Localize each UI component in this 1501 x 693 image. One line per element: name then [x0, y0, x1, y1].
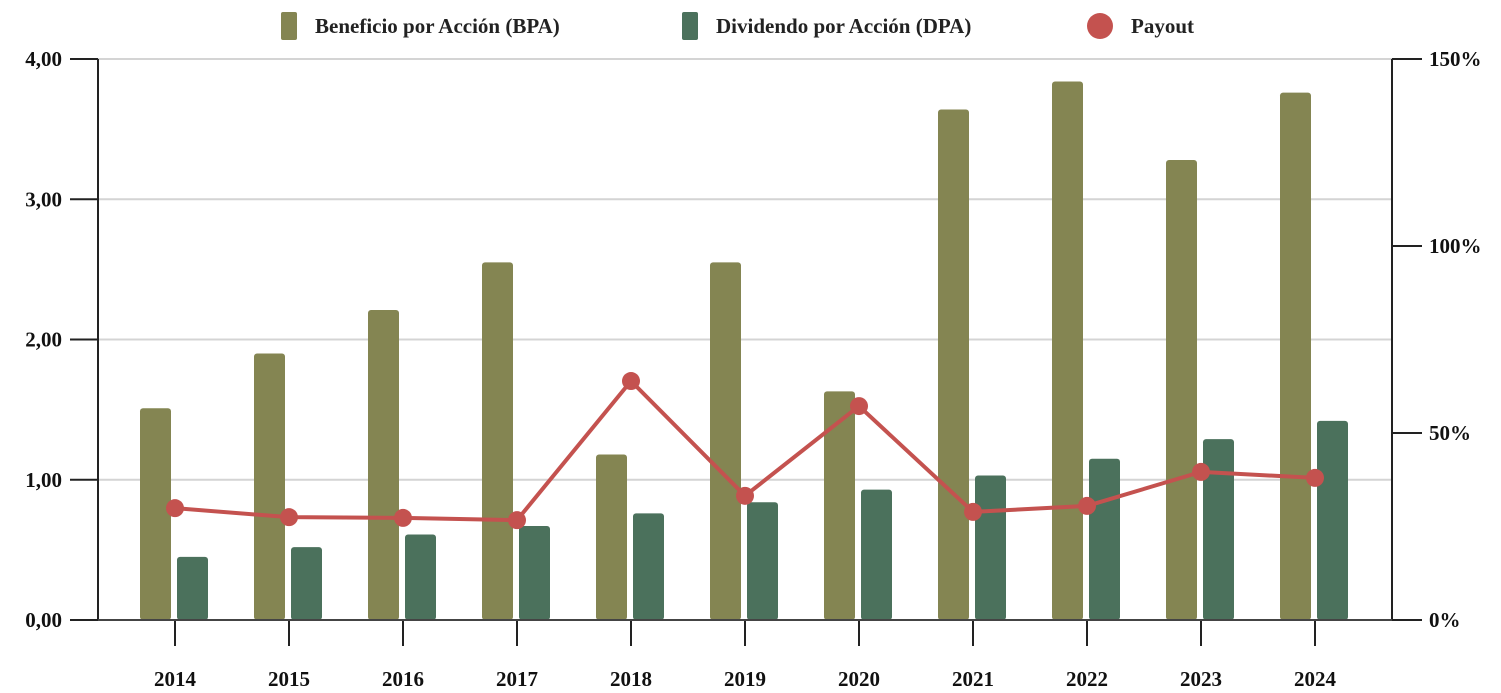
bars	[140, 81, 1348, 621]
bar-bpa	[254, 353, 285, 620]
bar-dpa	[177, 556, 208, 620]
legend-label-dpa: Dividendo por Acción (DPA)	[716, 13, 972, 38]
y-tick-label-right: 150%	[1429, 47, 1482, 71]
y-tick-label-right: 100%	[1429, 234, 1482, 258]
x-tick-label: 2023	[1180, 667, 1222, 691]
payout-point	[1192, 462, 1210, 481]
bar-dpa	[861, 489, 892, 620]
bar-dpa	[405, 534, 436, 620]
legend-item-payout[interactable]: Payout	[1087, 8, 1194, 44]
bar-bpa	[1166, 159, 1197, 621]
x-tick-label: 2015	[268, 667, 310, 691]
bar-bpa	[824, 391, 855, 620]
y-tick-label-right: 0%	[1429, 608, 1461, 632]
y-tick-label-left: 0,00	[25, 608, 62, 632]
x-tick-label: 2017	[496, 667, 538, 691]
y-tick-label-left: 1,00	[25, 468, 62, 492]
bar-bpa	[1280, 92, 1311, 620]
payout-point	[850, 397, 868, 416]
bar-bpa	[368, 310, 399, 620]
legend-label-bpa: Beneficio por Acción (BPA)	[315, 13, 560, 38]
payout-point	[1078, 496, 1096, 515]
payout-point	[964, 502, 982, 521]
bar-dpa	[1203, 439, 1234, 620]
x-tick-label: 2021	[952, 667, 994, 691]
bar-dpa	[291, 547, 322, 620]
legend-item-bpa[interactable]: Beneficio por Acción (BPA)	[281, 8, 560, 44]
gridlines	[98, 58, 1392, 481]
bar-dpa	[1089, 458, 1120, 620]
legend-label-payout: Payout	[1131, 13, 1194, 38]
bar-bpa	[482, 262, 513, 620]
legend-swatch-bpa	[281, 12, 297, 40]
legend-swatch-dpa	[682, 12, 698, 40]
x-tick-label: 2014	[154, 667, 197, 691]
x-tick-label: 2018	[610, 667, 652, 691]
payout-point	[166, 499, 184, 518]
payout-point	[736, 486, 754, 505]
bar-bpa	[938, 109, 969, 621]
bar-dpa	[633, 513, 664, 620]
bar-dpa	[975, 475, 1006, 620]
payout-point	[1306, 468, 1324, 487]
axes: 0,00 1,00 2,00 3,00 4,00 0% 50% 100% 150% 2014 201…	[25, 47, 1481, 691]
y-tick-label-left: 3,00	[25, 187, 62, 211]
y-tick-label-right: 50%	[1429, 421, 1471, 445]
legend-item-dpa[interactable]: Dividendo por Acción (DPA)	[682, 8, 971, 44]
payout-line-group	[166, 372, 1324, 530]
y-tick-label-left: 4,00	[25, 47, 62, 71]
bar-dpa	[747, 502, 778, 620]
payout-point	[622, 372, 640, 391]
bar-bpa	[1052, 81, 1083, 620]
bar-bpa	[710, 262, 741, 620]
x-tick-label: 2024	[1294, 667, 1337, 691]
payout-point	[394, 508, 412, 527]
y-tick-label-left: 2,00	[25, 328, 62, 352]
x-tick-label: 2019	[724, 667, 766, 691]
legend-dot-payout	[1087, 13, 1113, 39]
x-tick-label: 2016	[382, 667, 424, 691]
bar-bpa	[596, 454, 627, 620]
bar-bpa	[140, 408, 171, 620]
x-tick-label: 2022	[1066, 667, 1108, 691]
payout-point	[280, 508, 298, 527]
legend: Beneficio por Acción (BPA) Dividendo por…	[0, 8, 1501, 44]
payout-point	[508, 511, 526, 530]
bar-dpa	[1317, 420, 1348, 620]
x-tick-label: 2020	[838, 667, 880, 691]
bar-dpa	[519, 526, 550, 620]
